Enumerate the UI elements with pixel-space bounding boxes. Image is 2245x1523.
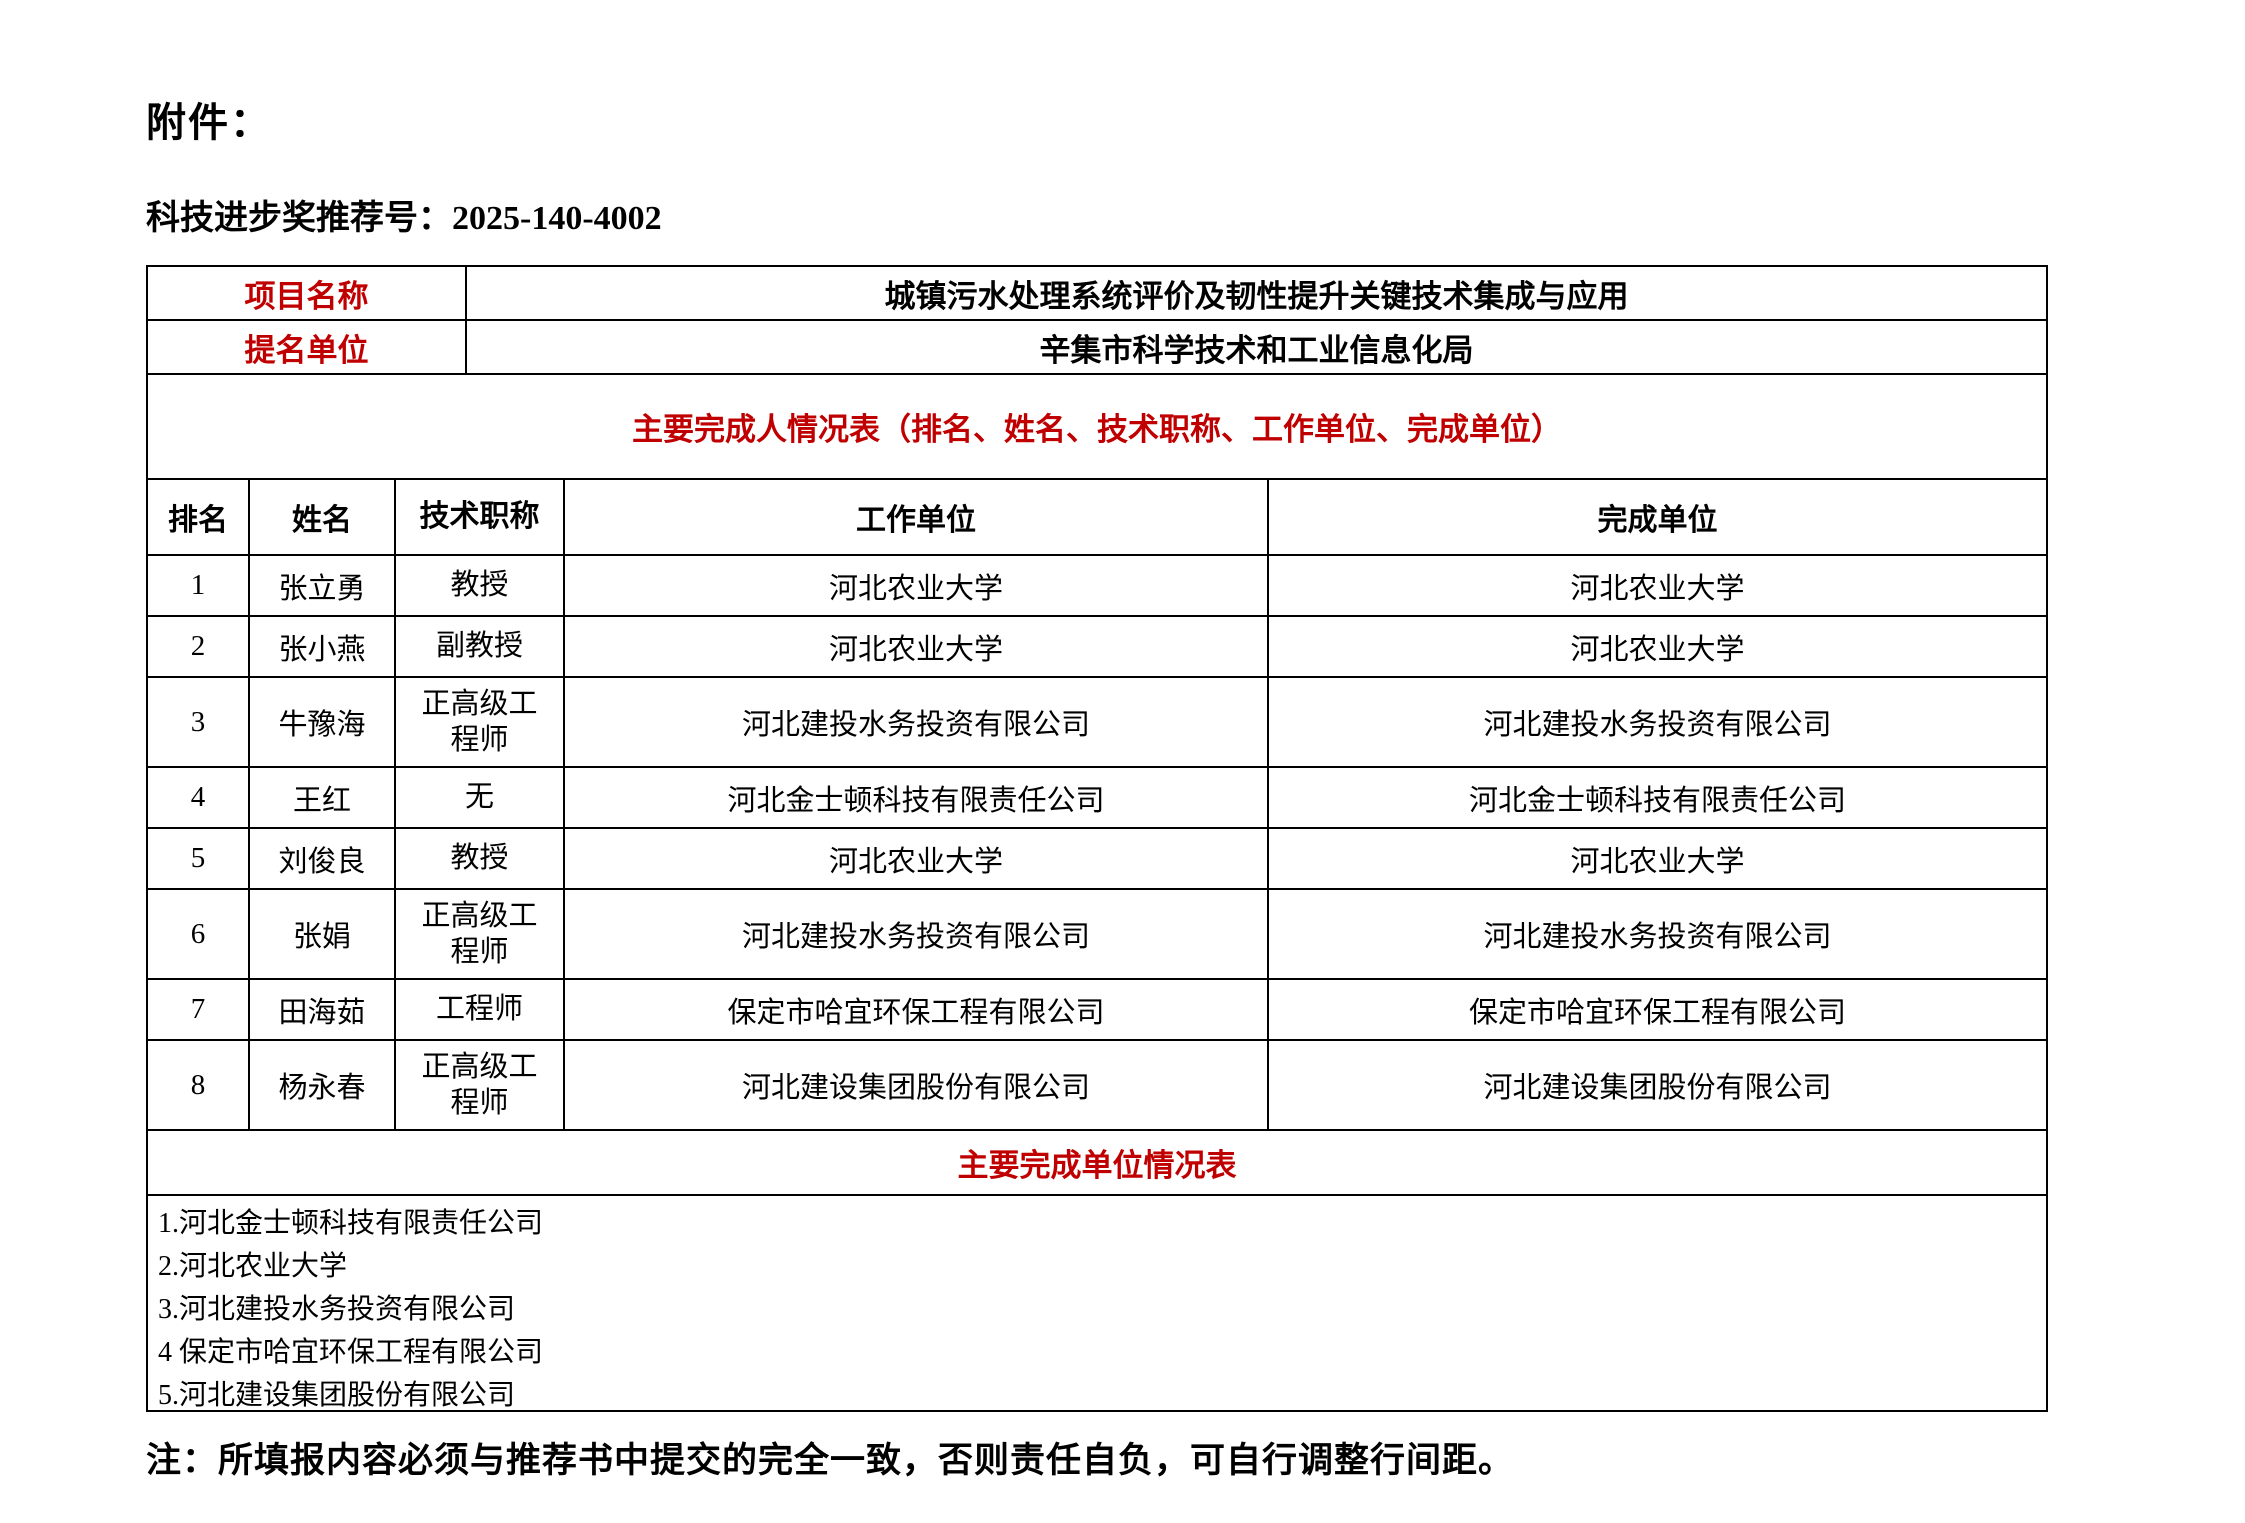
completer-row: 3 牛豫海 正高级工程师 河北建投水务投资有限公司 河北建投水务投资有限公司 — [148, 678, 2046, 768]
note-text: 注：所填报内容必须与推荐书中提交的完全一致，否则责任自负，可自行调整行间距。 — [146, 1441, 1515, 1480]
work-unit-cell: 河北农业大学 — [563, 556, 1267, 615]
completion-unit-cell: 河北农业大学 — [1267, 556, 2046, 615]
rank-cell: 5 — [190, 842, 206, 874]
completion-unit-cell: 河北农业大学 — [1267, 829, 2046, 888]
work-unit-cell: 河北金士顿科技有限责任公司 — [563, 768, 1267, 827]
header-work-unit: 工作单位 — [563, 480, 1267, 554]
name-cell: 杨永春 — [248, 1041, 394, 1129]
unit-item: 4 保定市哈宜环保工程有限公司 — [158, 1337, 544, 1368]
completer-row: 7 田海茹 工程师 保定市哈宜环保工程有限公司 保定市哈宜环保工程有限公司 — [148, 980, 2046, 1041]
name-cell: 张小燕 — [248, 617, 394, 676]
project-name-value: 城镇污水处理系统评价及韧性提升关键技术集成与应用 — [465, 267, 2046, 319]
project-name-row: 项目名称 城镇污水处理系统评价及韧性提升关键技术集成与应用 — [148, 267, 2046, 321]
completion-unit-cell: 河北建投水务投资有限公司 — [1267, 678, 2046, 766]
header-rank: 排名 — [168, 504, 228, 537]
completion-unit-cell: 河北建设集团股份有限公司 — [1267, 1041, 2046, 1129]
nominating-unit-label: 提名单位 — [244, 332, 369, 368]
completion-unit-cell: 保定市哈宜环保工程有限公司 — [1267, 980, 2046, 1039]
units-title-row: 主要完成单位情况表 — [148, 1131, 2046, 1196]
nominating-unit-value: 辛集市科学技术和工业信息化局 — [465, 321, 2046, 373]
units-list: 1.河北金士顿科技有限责任公司 2.河北农业大学 3.河北建投水务投资有限公司 … — [148, 1196, 553, 1411]
rank-cell: 7 — [190, 993, 206, 1025]
name-cell: 张立勇 — [248, 556, 394, 615]
completers-title: 主要完成人情况表（排名、姓名、技术职称、工作单位、完成单位） — [632, 412, 1562, 447]
title-cell: 教授 — [394, 556, 563, 615]
title-cell: 无 — [394, 768, 563, 827]
header-title: 技术职称 — [394, 480, 563, 554]
title-cell: 正高级工程师 — [394, 1041, 563, 1129]
unit-item: 3.河北建投水务投资有限公司 — [158, 1294, 516, 1325]
unit-item: 5.河北建设集团股份有限公司 — [158, 1380, 516, 1411]
completer-row: 8 杨永春 正高级工程师 河北建设集团股份有限公司 河北建设集团股份有限公司 — [148, 1041, 2046, 1131]
title-cell: 正高级工程师 — [394, 890, 563, 978]
title-cell: 教授 — [394, 829, 563, 888]
rank-cell: 2 — [190, 630, 206, 662]
rank-cell: 1 — [190, 569, 206, 601]
completer-row: 4 王红 无 河北金士顿科技有限责任公司 河北金士顿科技有限责任公司 — [148, 768, 2046, 829]
completion-unit-cell: 河北建投水务投资有限公司 — [1267, 890, 2046, 978]
completers-title-row: 主要完成人情况表（排名、姓名、技术职称、工作单位、完成单位） — [148, 375, 2046, 480]
title-cell: 副教授 — [394, 617, 563, 676]
header-name: 姓名 — [248, 480, 394, 554]
units-list-row: 1.河北金士顿科技有限责任公司 2.河北农业大学 3.河北建投水务投资有限公司 … — [148, 1196, 2046, 1411]
completion-unit-cell: 河北金士顿科技有限责任公司 — [1267, 768, 2046, 827]
attachment-label: 附件： — [146, 101, 272, 145]
recommendation-label: 科技进步奖推荐号： — [146, 200, 452, 237]
completer-row: 6 张娟 正高级工程师 河北建投水务投资有限公司 河北建投水务投资有限公司 — [148, 890, 2046, 980]
work-unit-cell: 河北建投水务投资有限公司 — [563, 678, 1267, 766]
name-cell: 王红 — [248, 768, 394, 827]
rank-cell: 8 — [190, 1068, 206, 1101]
rank-cell: 4 — [190, 781, 206, 813]
work-unit-cell: 河北建设集团股份有限公司 — [563, 1041, 1267, 1129]
unit-item: 1.河北金士顿科技有限责任公司 — [158, 1208, 544, 1239]
recommendation-number: 2025-140-4002 — [452, 200, 662, 237]
completers-header-row: 排名 姓名 技术职称 工作单位 完成单位 — [148, 480, 2046, 556]
nominating-unit-row: 提名单位 辛集市科学技术和工业信息化局 — [148, 321, 2046, 375]
rank-cell: 3 — [190, 705, 206, 738]
units-title: 主要完成单位情况表 — [957, 1148, 1237, 1183]
work-unit-cell: 河北农业大学 — [563, 617, 1267, 676]
work-unit-cell: 河北农业大学 — [563, 829, 1267, 888]
name-cell: 牛豫海 — [248, 678, 394, 766]
work-unit-cell: 河北建投水务投资有限公司 — [563, 890, 1267, 978]
completion-unit-cell: 河北农业大学 — [1267, 617, 2046, 676]
name-cell: 田海茹 — [248, 980, 394, 1039]
name-cell: 刘俊良 — [248, 829, 394, 888]
rank-cell: 6 — [190, 917, 206, 950]
unit-item: 2.河北农业大学 — [158, 1251, 348, 1282]
completer-row: 2 张小燕 副教授 河北农业大学 河北农业大学 — [148, 617, 2046, 678]
project-name-label: 项目名称 — [244, 278, 369, 314]
completer-row: 5 刘俊良 教授 河北农业大学 河北农业大学 — [148, 829, 2046, 890]
header-completion-unit: 完成单位 — [1267, 480, 2046, 554]
work-unit-cell: 保定市哈宜环保工程有限公司 — [563, 980, 1267, 1039]
title-cell: 工程师 — [394, 980, 563, 1039]
award-table: 项目名称 城镇污水处理系统评价及韧性提升关键技术集成与应用 提名单位 辛集市科学… — [146, 265, 2048, 1412]
title-cell: 正高级工程师 — [394, 678, 563, 766]
completer-row: 1 张立勇 教授 河北农业大学 河北农业大学 — [148, 556, 2046, 617]
name-cell: 张娟 — [248, 890, 394, 978]
recommendation-number-line: 科技进步奖推荐号：2025-140-4002 — [146, 190, 2245, 239]
